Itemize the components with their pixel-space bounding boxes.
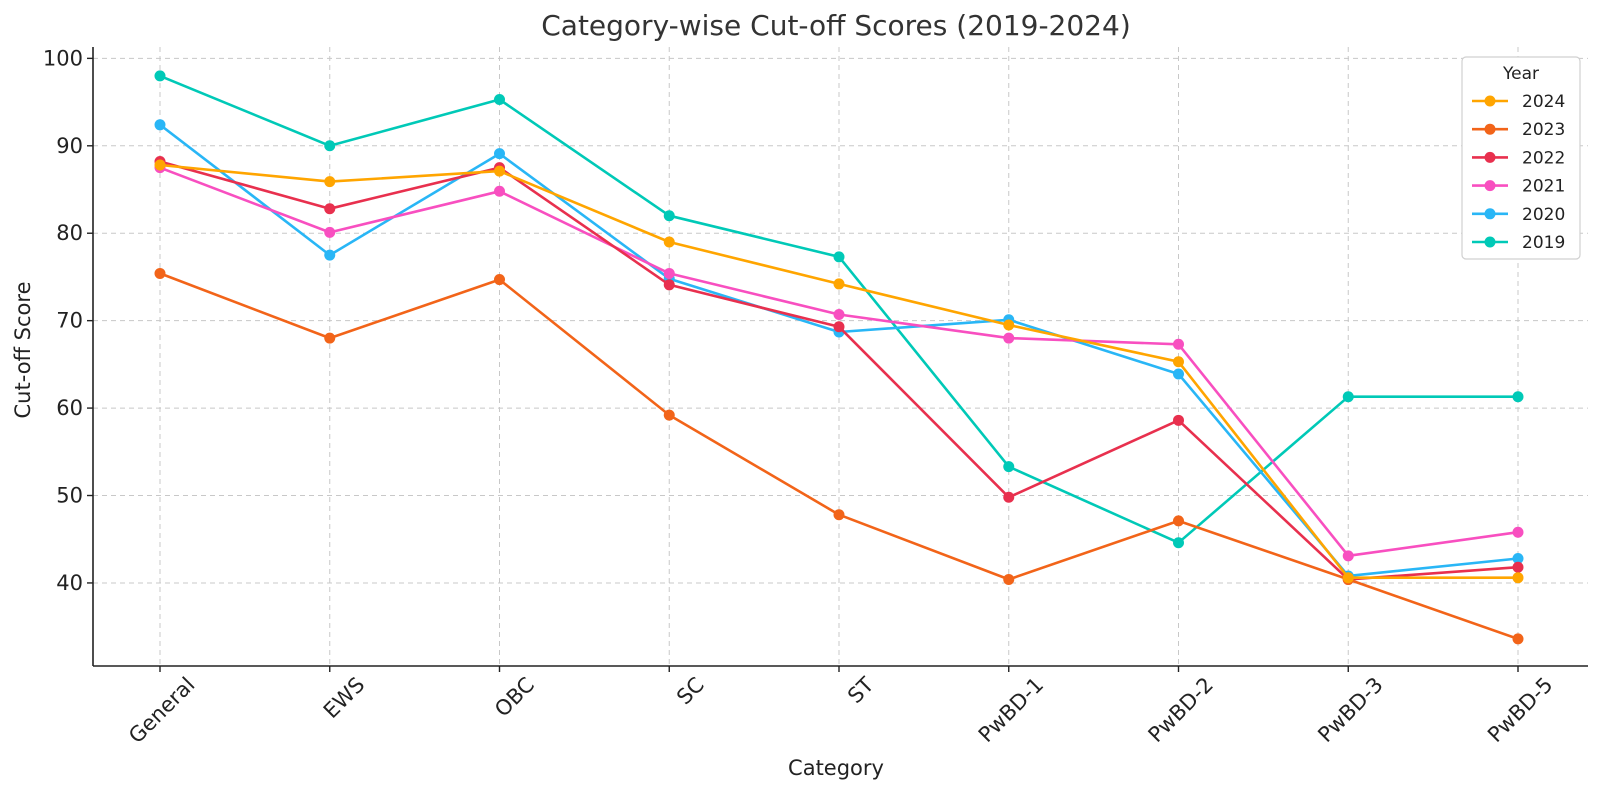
data-point (663, 236, 675, 248)
legend-item-2024[interactable]: 2024 (1472, 92, 1565, 112)
x-tick-label: PwBD-3 (1313, 673, 1388, 748)
data-point (1512, 633, 1524, 645)
legend-item-2020[interactable]: 2020 (1472, 205, 1565, 225)
legend-item-2022[interactable]: 2022 (1472, 148, 1565, 168)
data-point (833, 251, 845, 263)
data-point (494, 165, 505, 177)
series (154, 70, 1524, 645)
y-tick-label: 70 (56, 309, 83, 333)
data-point (1003, 461, 1015, 473)
legend-swatch-marker (1484, 123, 1496, 135)
data-point (1512, 552, 1524, 564)
data-point (663, 409, 675, 421)
legend-swatch-marker (1484, 236, 1496, 248)
y-axis-label: Cut-off Score (11, 282, 35, 419)
data-point (324, 176, 336, 188)
data-point (1003, 319, 1015, 331)
x-tick-label: PwBD-1 (974, 673, 1049, 748)
data-point (663, 267, 675, 279)
y-tick-labels: 40 50 60 70 80 90 100 (43, 46, 83, 595)
data-point (1003, 573, 1015, 585)
data-point (1173, 338, 1184, 350)
y-tick-label: 40 (56, 571, 83, 595)
series-2024 (154, 159, 1524, 584)
legend-label: 2021 (1522, 177, 1565, 197)
legend-swatch-marker (1484, 208, 1496, 220)
data-point (1342, 550, 1354, 562)
data-point (833, 321, 845, 333)
data-point (1512, 391, 1524, 403)
x-tick-labels: General EWS OBC SC ST PwBD-1 PwBD-2 PwBD-3 PwBD-… (124, 672, 1557, 748)
x-tick-label: EWS (319, 673, 369, 723)
data-point (1003, 332, 1015, 344)
data-point (494, 93, 505, 105)
data-point (1173, 368, 1184, 380)
data-point (1003, 491, 1015, 503)
data-point (1173, 515, 1184, 527)
x-tick-label: PwBD-2 (1144, 673, 1219, 748)
y-tick-label: 50 (56, 484, 83, 508)
x-tick-label: PwBD-5 (1483, 673, 1558, 748)
y-tick-label: 100 (43, 46, 83, 70)
data-point (833, 309, 845, 321)
data-point (494, 148, 505, 160)
data-point (154, 159, 166, 171)
legend-label: 2023 (1522, 120, 1565, 140)
data-point (833, 278, 845, 290)
data-point (833, 509, 845, 521)
x-tick-label: OBC (490, 673, 539, 722)
legend-swatch-marker (1484, 95, 1496, 107)
legend-swatch-marker (1484, 180, 1496, 192)
legend-label: 2024 (1522, 92, 1565, 112)
legend-label: 2020 (1522, 205, 1565, 225)
chart-title: Category-wise Cut-off Scores (2019-2024) (541, 9, 1131, 42)
y-tick-label: 60 (56, 396, 83, 420)
y-tick-label: 90 (56, 134, 83, 158)
data-point (1173, 537, 1184, 549)
x-tick-label: General (124, 673, 199, 748)
data-point (494, 185, 505, 197)
legend-item-2021[interactable]: 2021 (1472, 177, 1565, 197)
legend-swatch-marker (1484, 151, 1496, 163)
data-point (1342, 391, 1354, 403)
data-point (154, 119, 166, 131)
data-point (324, 226, 336, 238)
legend-item-2019[interactable]: 2019 (1472, 233, 1565, 253)
data-point (663, 279, 675, 291)
data-point (324, 140, 336, 152)
legend-label: 2019 (1522, 233, 1565, 253)
legend-label: 2022 (1522, 148, 1565, 168)
legend-box (1461, 56, 1581, 260)
data-point (494, 274, 505, 286)
legend[interactable]: Year 2024 2023 2022 2021 2020 2019 (1461, 56, 1581, 260)
data-point (1173, 414, 1184, 426)
axes (87, 47, 1588, 672)
y-tick-label: 80 (56, 221, 83, 245)
data-point (1512, 561, 1524, 573)
data-point (1512, 572, 1524, 584)
data-point (1342, 572, 1354, 584)
data-point (324, 203, 336, 215)
x-axis-label: Category (788, 756, 884, 780)
series-2019 (154, 70, 1524, 549)
x-tick-label: ST (843, 672, 879, 708)
legend-title: Year (1502, 64, 1539, 84)
data-point (324, 249, 336, 261)
data-point (154, 267, 166, 279)
data-point (324, 332, 336, 344)
x-tick-label: SC (672, 673, 709, 710)
data-point (1512, 526, 1524, 538)
data-point (663, 210, 675, 222)
legend-item-2023[interactable]: 2023 (1472, 120, 1565, 140)
data-point (1173, 356, 1184, 368)
data-point (154, 70, 166, 82)
